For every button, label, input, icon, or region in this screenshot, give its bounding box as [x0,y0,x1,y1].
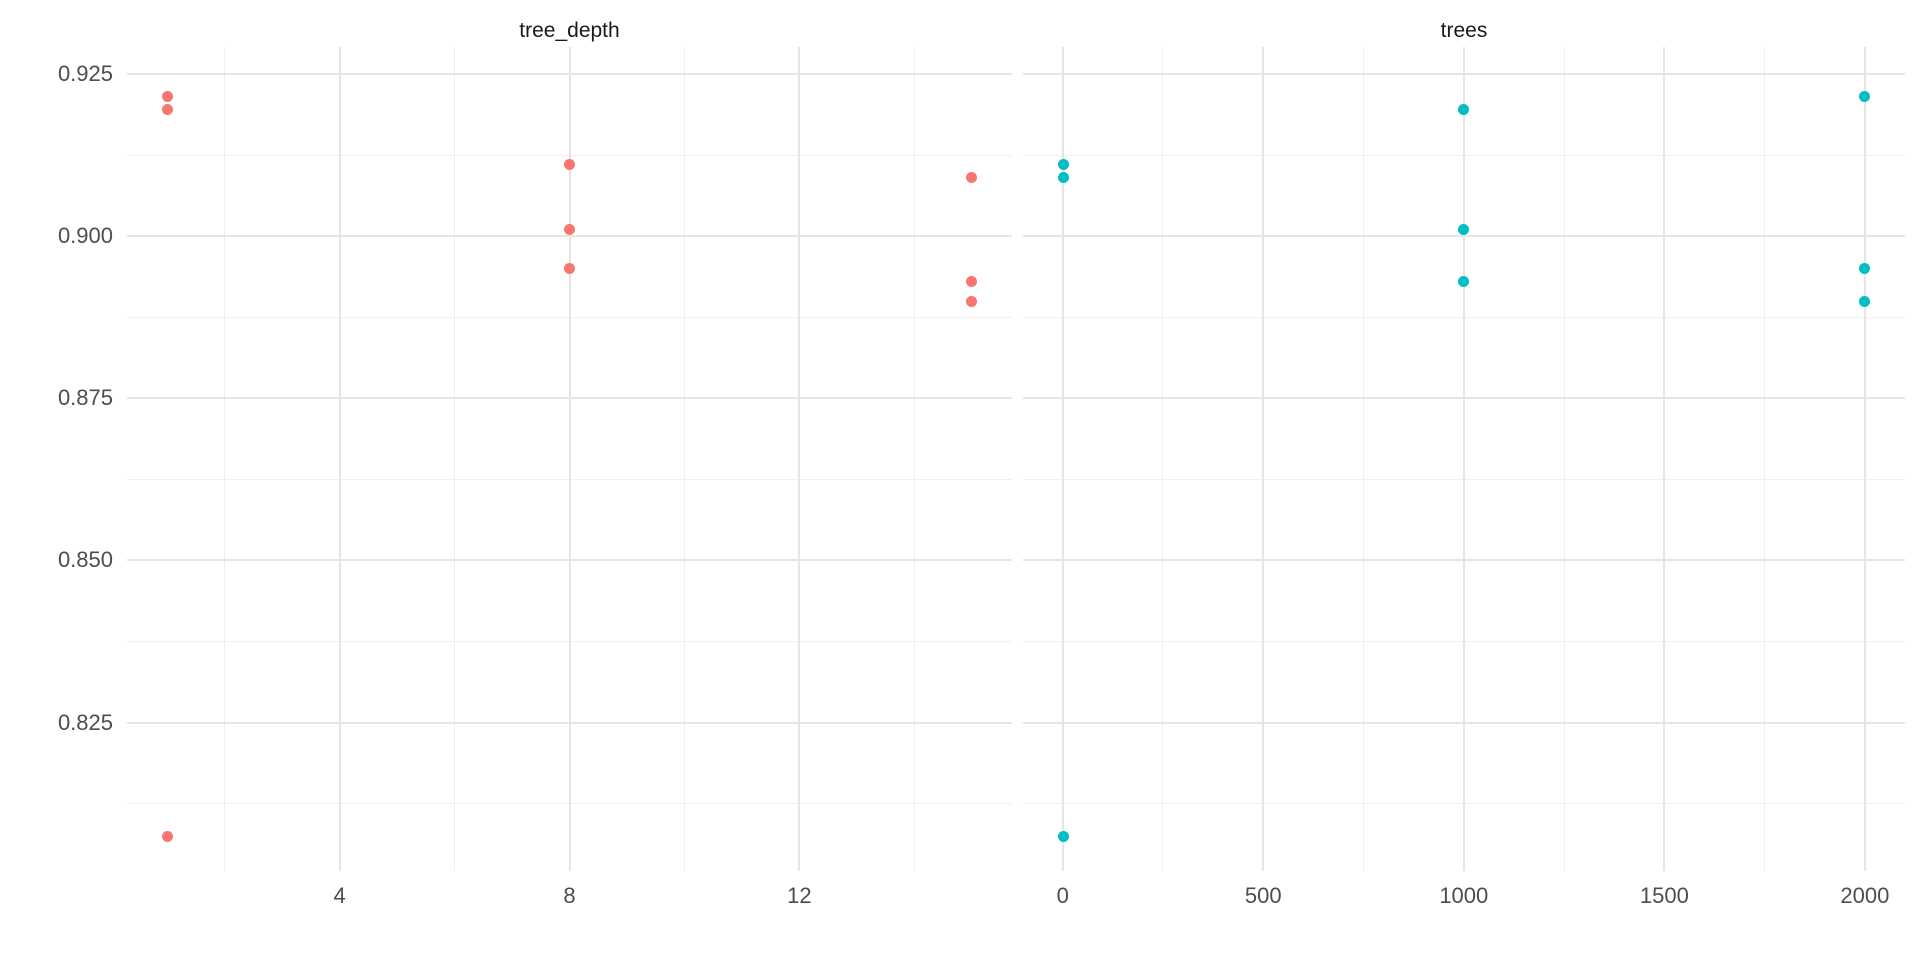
x-minor-gridline [454,47,456,871]
x-major-gridline [798,47,801,871]
x-axis-tick-label: 12 [787,883,812,908]
x-minor-gridline [1764,47,1766,871]
y-axis-tick-label: 0.875 [57,385,113,411]
data-point [1458,104,1470,116]
x-axis-tick-label: 500 [1244,883,1282,908]
x-major-gridline [1663,47,1666,871]
x-axis-tick-label: 0 [1056,883,1069,908]
x-major-gridline [1462,47,1465,871]
data-point [161,104,173,116]
data-point [564,159,575,171]
x-axis-tick-label: 8 [563,883,576,908]
data-point [1859,263,1871,275]
data-point [966,295,978,307]
x-minor-gridline [224,47,226,871]
data-point [1057,159,1069,171]
data-point [1859,295,1871,307]
x-minor-gridline [1563,47,1565,871]
x-minor-gridline [1162,47,1164,871]
x-major-gridline [338,47,341,871]
x-minor-gridline [1363,47,1365,871]
data-point [161,91,173,103]
data-point [1458,276,1470,288]
data-point [966,276,978,288]
x-major-gridline [1863,47,1866,871]
y-axis-tick-label: 0.825 [57,709,113,735]
x-axis-tick-label: 1000 [1439,883,1489,908]
data-point [564,263,575,275]
x-axis-tick-label: 4 [333,883,346,908]
x-major-gridline [1262,47,1265,871]
x-major-gridline [1061,47,1064,871]
data-point [564,224,575,236]
y-axis-tick-label: 0.925 [57,61,113,87]
x-major-gridline [568,47,571,871]
x-axis-tick-label: 2000 [1840,883,1890,908]
facet-title-tree-depth: tree_depth [519,19,620,42]
data-point [1057,172,1069,184]
data-point [161,831,173,843]
x-minor-gridline [683,47,685,871]
data-point [1057,831,1069,843]
data-point [1859,91,1871,103]
x-minor-gridline [913,47,915,871]
y-axis-tick-label: 0.900 [57,223,113,249]
y-axis-tick-label: 0.850 [57,547,113,573]
x-axis-tick-label: 1500 [1639,883,1689,908]
data-point [1458,224,1470,236]
facet-title-trees: trees [1440,19,1488,42]
data-point [966,172,978,184]
